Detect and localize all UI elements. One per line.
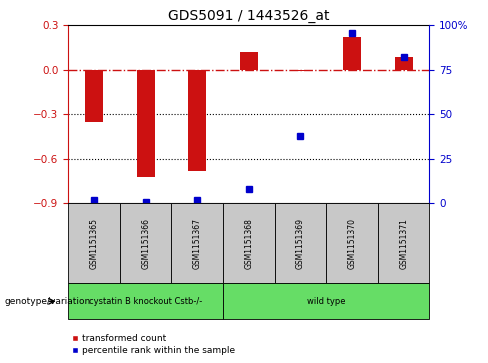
Legend: transformed count, percentile rank within the sample: transformed count, percentile rank withi… <box>68 331 239 359</box>
Text: cystatin B knockout Cstb-/-: cystatin B knockout Cstb-/- <box>89 297 203 306</box>
Text: GSM1151366: GSM1151366 <box>141 218 150 269</box>
Text: GSM1151370: GSM1151370 <box>347 218 357 269</box>
Text: GSM1151365: GSM1151365 <box>90 218 99 269</box>
Bar <box>291 70 309 71</box>
Text: GSM1151371: GSM1151371 <box>399 218 408 269</box>
Text: GSM1151367: GSM1151367 <box>193 218 202 269</box>
Bar <box>188 70 206 171</box>
Bar <box>137 70 155 176</box>
Title: GDS5091 / 1443526_at: GDS5091 / 1443526_at <box>168 9 329 23</box>
Bar <box>240 52 258 70</box>
Text: wild type: wild type <box>307 297 346 306</box>
Text: genotype/variation: genotype/variation <box>5 297 91 306</box>
Text: GSM1151368: GSM1151368 <box>244 218 253 269</box>
Bar <box>395 57 413 70</box>
Bar <box>85 70 103 122</box>
Text: GSM1151369: GSM1151369 <box>296 218 305 269</box>
Bar <box>343 37 361 70</box>
